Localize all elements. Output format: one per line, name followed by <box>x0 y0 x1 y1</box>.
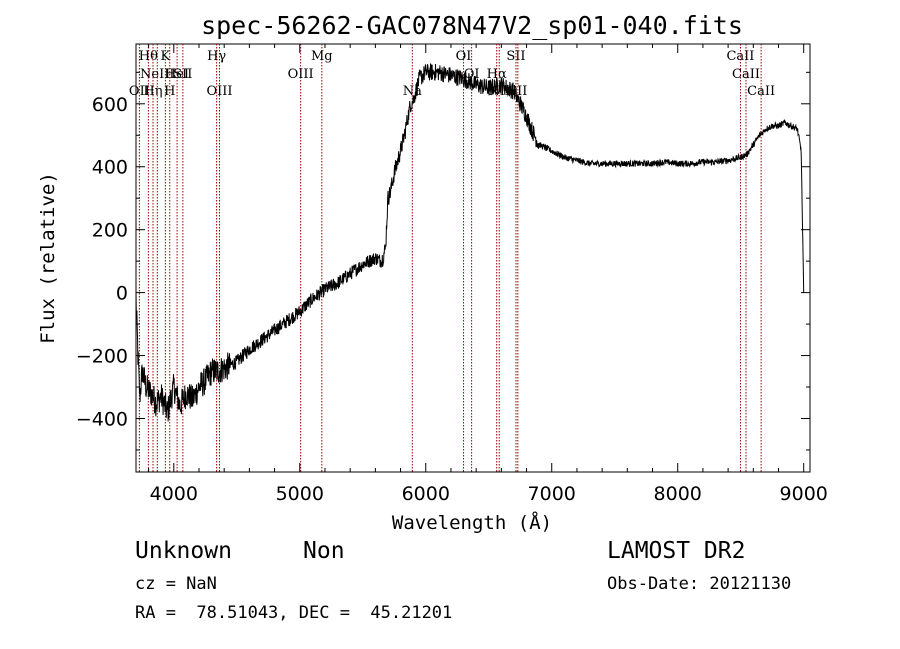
line-label-1: Hθ <box>139 49 158 64</box>
spectrum-line <box>135 63 805 422</box>
line-label-21: CaII <box>747 84 775 99</box>
line-label-3: NeIII <box>140 67 174 82</box>
x-tick-label-3: 7000 <box>528 483 576 505</box>
line-label-9: OIII <box>206 84 232 99</box>
line-label-20: CaII <box>732 67 760 82</box>
y-tick-label-4: 400 <box>92 157 128 179</box>
line-label-8: Hγ <box>207 49 226 64</box>
line-label-7: SII <box>173 67 192 82</box>
y-tick-label-5: 600 <box>92 94 128 116</box>
line-label-5: H <box>164 84 175 99</box>
axis-ticks: 4000 5000 6000 7000 8000 9000 −400 −200 0 200 400 6… <box>76 44 828 505</box>
line-label-17: SII <box>506 49 525 64</box>
x-tick-label-0: 4000 <box>150 483 198 505</box>
x-tick-label-1: 5000 <box>276 483 324 505</box>
x-tick-label-5: 9000 <box>780 483 828 505</box>
y-axis-label: Flux (relative) <box>37 172 59 344</box>
x-tick-label-2: 6000 <box>402 483 450 505</box>
object-subclass: Non <box>303 538 345 564</box>
chart-title: spec-56262-GAC078N47V2_sp01-040.fits <box>201 11 743 40</box>
x-tick-label-4: 8000 <box>654 483 702 505</box>
y-tick-label-3: 200 <box>92 220 128 242</box>
line-label-19: CaII <box>726 49 754 64</box>
radec-text: RA = 78.51043, DEC = 45.21201 <box>135 603 453 623</box>
plot-frame <box>135 43 811 473</box>
line-label-2: Hη <box>143 84 162 99</box>
x-axis-label: Wavelength (Å) <box>392 511 552 534</box>
y-tick-label-1: −200 <box>76 346 128 368</box>
redshift-text: cz = NaN <box>135 574 217 594</box>
line-label-13: OI <box>456 49 472 64</box>
line-label-11: Mg <box>311 49 333 64</box>
line-label-4: K <box>160 49 170 64</box>
y-tick-label-2: 0 <box>116 283 128 305</box>
y-tick-label-0: −400 <box>76 409 128 431</box>
obs-date-text: Obs-Date: 20121130 <box>607 574 792 594</box>
survey-name: LAMOST DR2 <box>607 538 746 564</box>
line-label-0: OII <box>129 84 150 99</box>
object-class: Unknown <box>135 538 232 564</box>
line-label-10: OIII <box>288 67 314 82</box>
line-label-12: Na <box>403 84 422 99</box>
